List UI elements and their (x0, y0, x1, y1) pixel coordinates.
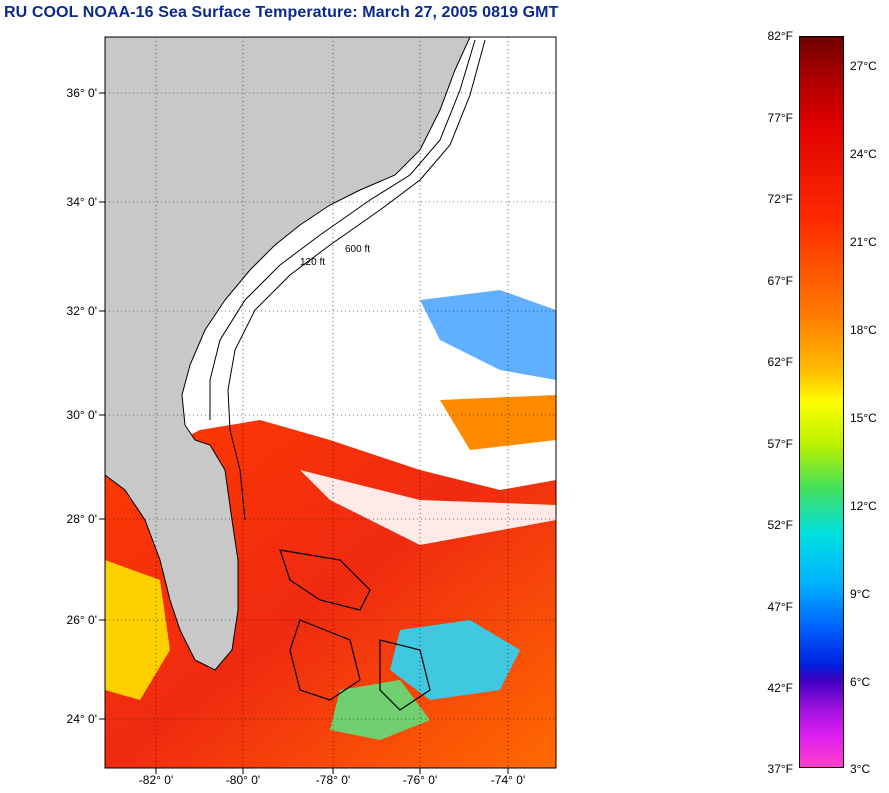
depth-contour-600ft (227, 39, 486, 521)
map-frame (104, 36, 557, 769)
mixed-water-patch (105, 560, 170, 700)
colorbar-f-tick: 82°F (767, 29, 793, 43)
lat-label: 26° 0' (66, 613, 97, 627)
lat-label: 34° 0' (66, 195, 97, 209)
lon-label: -76° 0' (402, 773, 438, 787)
lat-label: 24° 0' (66, 712, 97, 726)
cloud-band (300, 470, 556, 545)
colorbar-c-tick: 24°C (850, 147, 877, 161)
depth-contour-120ft (209, 39, 476, 420)
colorbar-f-tick: 52°F (767, 518, 793, 532)
colorbar-f-tick: 47°F (767, 600, 793, 614)
colorbar-c-tick: 21°C (850, 235, 877, 249)
colorbar-c-tick: 18°C (850, 323, 877, 337)
colorbar-f-tick: 62°F (767, 355, 793, 369)
map-title: RU COOL NOAA-16 Sea Surface Temperature:… (4, 4, 559, 21)
colorbar-c-tick: 6°C (850, 675, 871, 689)
contour-label-600: 600 ft (345, 244, 370, 255)
colorbar-f-tick: 77°F (767, 111, 793, 125)
cool-water-patch-3 (420, 290, 556, 380)
lon-label: -80° 0' (225, 773, 261, 787)
colorbar-f-tick: 57°F (767, 437, 793, 451)
cool-water-patch-4 (440, 395, 556, 450)
lon-label: -82° 0' (138, 773, 174, 787)
colorbar-f-tick: 67°F (767, 274, 793, 288)
lat-label: 32° 0' (66, 304, 97, 318)
cool-water-patch (390, 620, 520, 700)
lat-label: 30° 0' (66, 408, 97, 422)
contour-label-120: 120 ft (300, 257, 325, 268)
axis-ticks (99, 92, 509, 774)
colorbar-f-tick: 42°F (767, 681, 793, 695)
lon-label: -74° 0' (490, 773, 526, 787)
lon-label: -78° 0' (315, 773, 351, 787)
lat-label: 36° 0' (66, 86, 97, 100)
bahamas-outline (279, 549, 431, 711)
temperature-colorbar (799, 36, 844, 768)
land-mass (105, 37, 471, 671)
lat-label: 28° 0' (66, 512, 97, 526)
colorbar-f-tick: 37°F (767, 762, 793, 776)
colorbar-c-tick: 27°C (850, 59, 877, 73)
colorbar-c-tick: 15°C (850, 411, 877, 425)
cool-water-patch-2 (330, 680, 430, 740)
colorbar-f-tick: 72°F (767, 192, 793, 206)
colorbar-c-tick: 9°C (850, 587, 871, 601)
colorbar-c-tick: 3°C (850, 762, 871, 776)
colorbar-c-tick: 12°C (850, 499, 877, 513)
